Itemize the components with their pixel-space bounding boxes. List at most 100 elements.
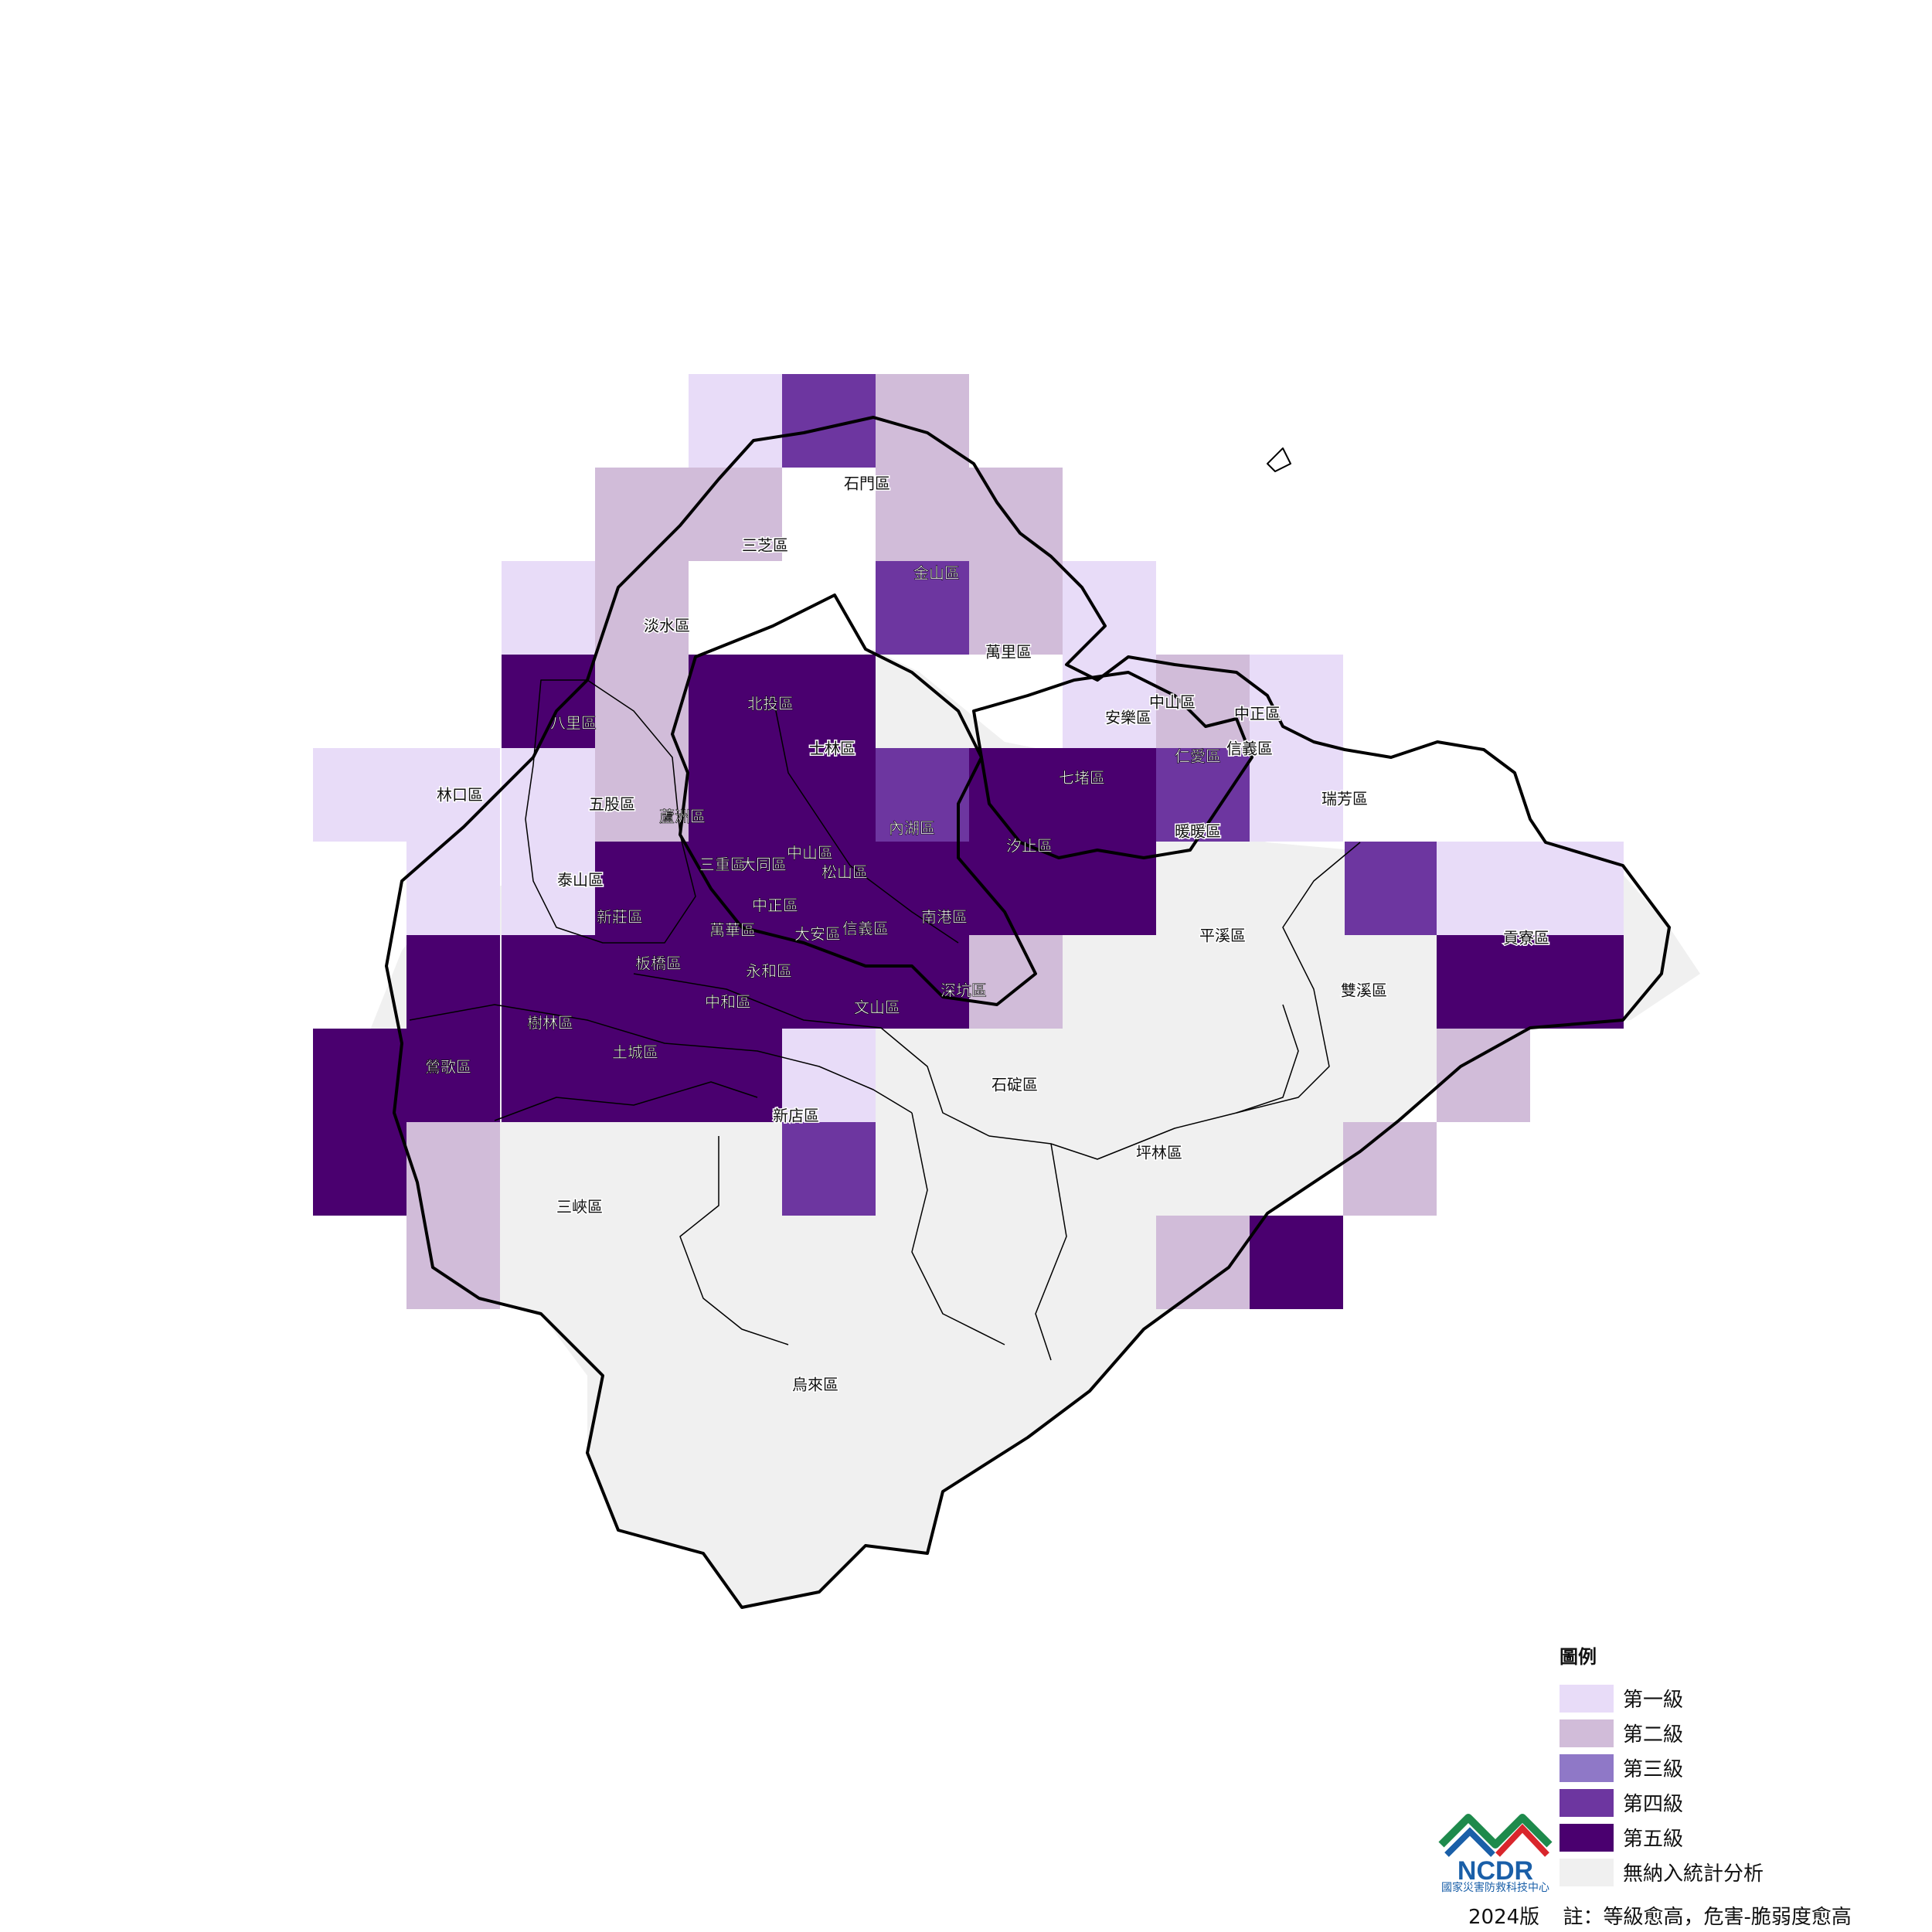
note-label: 註：等級愈高，危害-脆弱度愈高 bbox=[1563, 1906, 1852, 1929]
grid-cell bbox=[1530, 842, 1624, 935]
district-boundary bbox=[1236, 1004, 1299, 1114]
district-label: 泰山區 bbox=[557, 871, 604, 889]
grid-cell bbox=[406, 748, 500, 842]
district-label: 蘆洲區 bbox=[659, 808, 706, 826]
grid-cell bbox=[502, 561, 595, 655]
grid-cell bbox=[782, 1029, 876, 1122]
legend-item-level-5: 第五級 bbox=[1560, 1820, 1915, 1855]
grid-cell bbox=[1530, 935, 1624, 1029]
legend-item-level-4: 第四級 bbox=[1560, 1785, 1915, 1820]
district-label: 永和區 bbox=[746, 962, 792, 981]
district-label: 土城區 bbox=[612, 1043, 658, 1062]
grid-cell bbox=[595, 842, 689, 935]
grid-cell bbox=[595, 468, 689, 561]
district-boundary bbox=[494, 1081, 758, 1121]
district-label: 內湖區 bbox=[889, 819, 935, 838]
grid-cell bbox=[502, 748, 595, 842]
district-boundary bbox=[1035, 1143, 1067, 1361]
district-boundary bbox=[772, 695, 959, 944]
grid-cell bbox=[1156, 1216, 1250, 1309]
district-boundary bbox=[525, 679, 696, 944]
grid-cell bbox=[876, 561, 969, 655]
legend-label: 第四級 bbox=[1623, 1793, 1684, 1816]
grid-cell bbox=[782, 748, 876, 842]
district-label: 士林區 bbox=[809, 740, 855, 758]
grid-cell bbox=[876, 468, 969, 561]
grid-cell bbox=[595, 935, 689, 1029]
district-label: 北投區 bbox=[747, 695, 794, 713]
district-label: 石門區 bbox=[844, 474, 890, 493]
district-label: 中和區 bbox=[705, 993, 751, 1012]
legend-swatch bbox=[1560, 1684, 1614, 1713]
ncdr-logo: NCDR bbox=[1438, 1814, 1553, 1886]
district-label: 瑞芳區 bbox=[1321, 790, 1368, 808]
grid-cell bbox=[1156, 748, 1250, 842]
grid-cell bbox=[313, 748, 406, 842]
grid-cell bbox=[406, 1216, 500, 1309]
grid-cell bbox=[1063, 561, 1156, 655]
grid-cell bbox=[689, 655, 782, 748]
grid-cell bbox=[782, 655, 876, 748]
grid-cell bbox=[406, 1029, 500, 1122]
grid-cell bbox=[1343, 1122, 1437, 1216]
district-label: 信義區 bbox=[842, 920, 889, 938]
grid-cell bbox=[1156, 655, 1250, 748]
grid-cell bbox=[1345, 842, 1438, 935]
district-label: 信義區 bbox=[1226, 740, 1273, 758]
district-label: 鶯歌區 bbox=[425, 1058, 471, 1077]
legend-swatch bbox=[1560, 1788, 1614, 1817]
district-boundary bbox=[679, 1136, 789, 1345]
district-label: 暖暖區 bbox=[1175, 822, 1221, 841]
new-taipei-boundary bbox=[385, 416, 1671, 1609]
district-label: 安樂區 bbox=[1105, 709, 1151, 727]
footnote: 2024版 註：等級愈高，危害-脆弱度愈高 bbox=[1468, 1901, 1869, 1930]
islet-boundary bbox=[1267, 447, 1291, 472]
district-label: 石碇區 bbox=[992, 1076, 1038, 1094]
grid-cell bbox=[969, 561, 1063, 655]
district-label: 板橋區 bbox=[635, 954, 682, 973]
district-label: 汐止區 bbox=[1006, 837, 1053, 855]
district-label: 中山區 bbox=[787, 844, 833, 862]
legend-swatch bbox=[1560, 1719, 1614, 1747]
legend-swatch bbox=[1560, 1753, 1614, 1782]
grid-cell bbox=[502, 842, 595, 935]
grid-cell bbox=[876, 748, 969, 842]
grid-cell bbox=[689, 1029, 782, 1122]
boundary-layer bbox=[385, 416, 1671, 1609]
legend-item-not-included: 無納入統計分析 bbox=[1560, 1855, 1915, 1889]
grid-cell bbox=[689, 935, 782, 1029]
legend-swatch bbox=[1560, 1823, 1614, 1852]
legend-title: 圖例 bbox=[1560, 1646, 1597, 1668]
district-label: 淡水區 bbox=[644, 617, 690, 635]
district-label: 中正區 bbox=[752, 896, 798, 915]
district-label: 大同區 bbox=[740, 855, 787, 874]
grid-cell bbox=[782, 842, 876, 935]
district-boundary bbox=[633, 842, 1361, 1160]
district-label: 大安區 bbox=[794, 925, 841, 944]
district-label: 三峽區 bbox=[556, 1198, 603, 1216]
grid-cell bbox=[689, 748, 782, 842]
grid-cell bbox=[406, 935, 500, 1029]
logo-subtitle: 國家災害防救科技中心 bbox=[1441, 1882, 1549, 1894]
grid-cell bbox=[1250, 1216, 1343, 1309]
district-label: 深坑區 bbox=[940, 981, 987, 1000]
grid-cell bbox=[689, 468, 782, 561]
legend-label: 無納入統計分析 bbox=[1623, 1862, 1764, 1886]
district-label: 萬華區 bbox=[709, 921, 756, 940]
district-label: 平溪區 bbox=[1199, 927, 1246, 945]
district-label: 八里區 bbox=[550, 714, 597, 733]
district-boundary bbox=[911, 1112, 1005, 1345]
grid-cell bbox=[595, 561, 689, 655]
grid-cells-layer bbox=[313, 374, 1700, 1607]
legend-item-level-3: 第三級 bbox=[1560, 1750, 1915, 1785]
district-label: 貢寮區 bbox=[1503, 929, 1549, 947]
taipei-city-boundary bbox=[671, 594, 1037, 1006]
district-label: 中山區 bbox=[1149, 693, 1196, 712]
district-label: 五股區 bbox=[589, 795, 635, 814]
version-label: 2024版 bbox=[1468, 1906, 1540, 1929]
district-label: 金山區 bbox=[913, 564, 960, 583]
legend-label: 第一級 bbox=[1623, 1689, 1684, 1712]
legend-item-level-2: 第二級 bbox=[1560, 1716, 1915, 1750]
